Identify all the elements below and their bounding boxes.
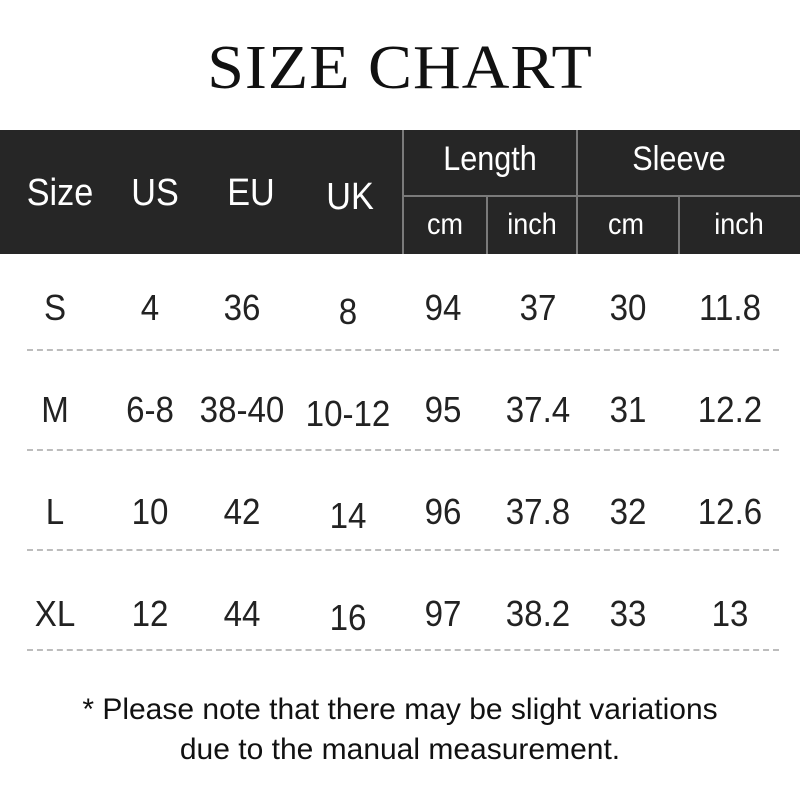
cell-length-inch: 37 [519,287,557,328]
header-length: Length [443,140,537,178]
cell-eu: 44 [223,593,261,634]
cell-us: 6-8 [126,389,174,430]
cell-sleeve-cm: 30 [609,287,647,328]
divider [576,130,578,196]
cell-length-cm: 95 [424,389,462,430]
page-title: SIZE CHART [207,32,593,103]
cell-uk: 14 [329,495,367,536]
row-divider [27,649,779,651]
cell-sleeve-cm: 31 [609,389,647,430]
header-length-inch: inch [507,208,557,241]
header-us: US [131,172,179,214]
cell-sleeve-cm: 33 [609,593,647,634]
header-sleeve-inch: inch [714,208,764,241]
cell-eu: 42 [223,491,261,532]
cell-us: 10 [131,491,169,532]
cell-us: 4 [140,287,160,328]
cell-length-cm: 97 [424,593,462,634]
cell-length-inch: 37.8 [505,491,571,532]
cell-sleeve-inch: 12.2 [697,389,763,430]
row-divider [27,349,779,351]
cell-uk: 10-12 [305,393,391,434]
divider [402,130,404,254]
divider [402,195,800,197]
cell-eu: 36 [223,287,261,328]
header-size: Size [26,172,94,214]
header-length-cm: cm [427,208,463,241]
cell-eu: 38-40 [199,389,285,430]
cell-sleeve-inch: 13 [711,593,749,634]
footnote: * Please note that there may be slight v… [0,690,800,770]
cell-sleeve-inch: 11.8 [698,287,762,328]
row-divider [27,549,779,551]
cell-length-inch: 37.4 [505,389,571,430]
cell-length-cm: 96 [424,491,462,532]
footnote-line-1: * Please note that there may be slight v… [82,693,718,726]
row-divider [27,449,779,451]
header-eu: EU [227,172,275,214]
footnote-line-2: due to the manual measurement. [179,733,621,766]
cell-length-cm: 94 [424,287,462,328]
table-header: Size US EU UK Length Sleeve cm inch cm i… [0,130,800,254]
cell-size: L [45,491,65,532]
cell-sleeve-cm: 32 [609,491,647,532]
cell-us: 12 [131,593,169,634]
cell-size: S [43,287,67,328]
cell-uk: 16 [329,597,367,638]
header-uk: UK [326,176,374,218]
divider [486,196,488,254]
divider [576,196,578,254]
header-sleeve: Sleeve [632,140,726,178]
cell-uk: 8 [338,291,358,332]
divider [678,196,680,254]
cell-size: XL [34,593,76,634]
header-sleeve-cm: cm [608,208,644,241]
cell-length-inch: 38.2 [505,593,571,634]
cell-size: M [41,389,69,430]
cell-sleeve-inch: 12.6 [697,491,763,532]
